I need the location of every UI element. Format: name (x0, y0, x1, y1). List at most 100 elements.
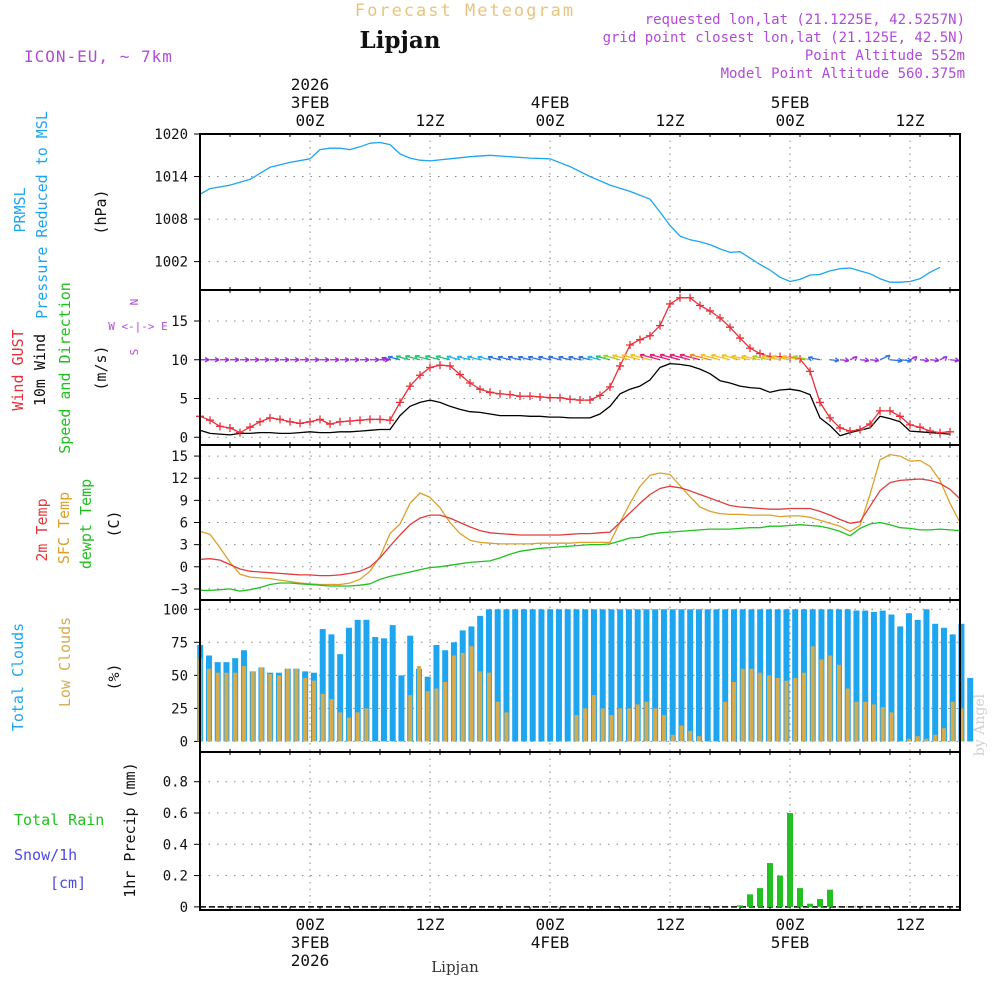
total-cloud-bar (625, 609, 632, 742)
low-cloud-bar (311, 680, 316, 742)
rain-bar (777, 875, 783, 907)
wind-dir-shaft (467, 355, 481, 361)
wind-dir-arrow (669, 353, 691, 361)
wind-gust-point (396, 398, 404, 407)
low-cloud-bar (679, 725, 684, 742)
wind-dir-arrow (300, 357, 310, 363)
rain-bar (737, 905, 743, 907)
wind-gust-point (896, 412, 904, 421)
wind-dir-arrow (781, 354, 801, 361)
wind-dir-head (204, 357, 210, 363)
wind-dir-head (834, 357, 840, 363)
low-cloud-bar (443, 681, 448, 742)
time-top-label: 12Z (416, 111, 445, 130)
wind-dir-head (477, 355, 483, 361)
wind-gust-point (946, 427, 954, 436)
wind-dir-arrow (639, 353, 661, 361)
total-cloud-bar (345, 627, 352, 742)
precip-ytick-label: 0.2 (163, 869, 188, 885)
wind-dir-arrow (929, 357, 940, 363)
wind-gust-point (536, 392, 544, 401)
wind-10m-line (199, 362, 951, 437)
time-top-label: 12Z (656, 111, 685, 130)
wind-gust-point (756, 349, 764, 358)
low-cloud-bar (740, 668, 745, 742)
point-altitude: Point Altitude 552m (805, 48, 965, 64)
precip-unit-label: 1hr Precip (mm) (121, 762, 139, 897)
clouds-panel: 0 25 50 75 100 (163, 600, 974, 752)
wind-dir-arrow (340, 357, 350, 363)
wind-gust-point (266, 413, 274, 422)
low-cloud-bar (451, 655, 456, 742)
wind-dir-head (558, 355, 564, 361)
low-cloud-bar (478, 671, 483, 742)
low-cloud-bar (766, 675, 771, 742)
total-cloud-bar (582, 609, 589, 742)
wind-dir-head (424, 355, 430, 361)
total-cloud-bar (967, 677, 974, 742)
wind-dir-head (334, 357, 340, 363)
wind-dir-shaft (457, 355, 471, 361)
wind-dir-head (603, 354, 609, 360)
low-cloud-bar (224, 672, 229, 742)
wind-dir-shaft (782, 355, 801, 361)
precip-panel: 0 0.2 0.4 0.6 0.8 (163, 752, 960, 916)
low-cloud-bar (854, 701, 859, 742)
wind-gust-point (216, 422, 224, 431)
wind-dir-arrow (350, 357, 360, 363)
total-rain-label: Total Rain (14, 811, 104, 829)
total-cloud-bar (643, 609, 650, 742)
total-cloud-bar (774, 609, 781, 742)
wind-dir-arrow (659, 353, 681, 361)
wind-gust-point (726, 323, 734, 332)
wind-dir-shaft (639, 354, 661, 361)
low-cloud-bar (950, 701, 955, 742)
wind-dir-head (395, 355, 401, 361)
wind-dir-head (807, 356, 813, 362)
wind-gust-point (676, 293, 684, 302)
total-cloud-bar (608, 609, 615, 742)
low-cloud-bar (618, 708, 623, 742)
wind-gust-point (816, 398, 824, 407)
low-cloud-bar (880, 707, 885, 742)
low-cloud-bar (303, 677, 308, 742)
low-cloud-bar (574, 714, 579, 742)
wind-dir-arrow (487, 355, 501, 361)
time-top-label: 00Z (296, 111, 325, 130)
total-cloud-bar (590, 609, 597, 742)
low-cloud-bar (250, 671, 255, 742)
wind-gust-point (636, 335, 644, 344)
total-cloud-bar (783, 609, 790, 742)
rain-bar (797, 888, 803, 907)
temp-dewpt-label: dewpt Temp (77, 479, 95, 569)
wind-dir-head (467, 355, 473, 361)
wind-dir-shaft (752, 355, 771, 361)
low-cloud-bar (661, 714, 666, 742)
wind-dir-arrow (360, 357, 370, 363)
wind-dir-head (864, 357, 870, 363)
compass-we: W <-|-> E (108, 320, 168, 333)
model-point-altitude: Model Point Altitude 560.375m (721, 66, 965, 82)
low-cloud-bar (206, 668, 211, 742)
total-cloud-bar (853, 610, 860, 742)
wind-dir-arrow (578, 355, 591, 361)
total-cloud-bar (870, 611, 877, 742)
total-cloud-bar (932, 623, 939, 742)
wind-gust-point (256, 417, 264, 426)
low-cloud-bar (924, 738, 929, 742)
low-cloud-bar (285, 668, 290, 742)
total-cloud-bar (713, 609, 720, 742)
low-cloud-bar (670, 734, 675, 742)
wind-gust-point (626, 341, 634, 350)
temp-ytick-label: 0 (180, 560, 188, 576)
wind-dir-head (374, 357, 380, 363)
wind-gust-point (856, 425, 864, 434)
total-cloud-bar (354, 619, 361, 742)
wind-dir-head (649, 353, 655, 359)
precip-ytick-label: 0.8 (163, 775, 188, 791)
wind-dir-arrow (240, 357, 250, 363)
wind-labels: Wind GUST 10m Wind Speed and Direction (… (9, 282, 168, 454)
wind-dir-head (517, 355, 523, 361)
wind-dir-shaft (689, 354, 711, 361)
